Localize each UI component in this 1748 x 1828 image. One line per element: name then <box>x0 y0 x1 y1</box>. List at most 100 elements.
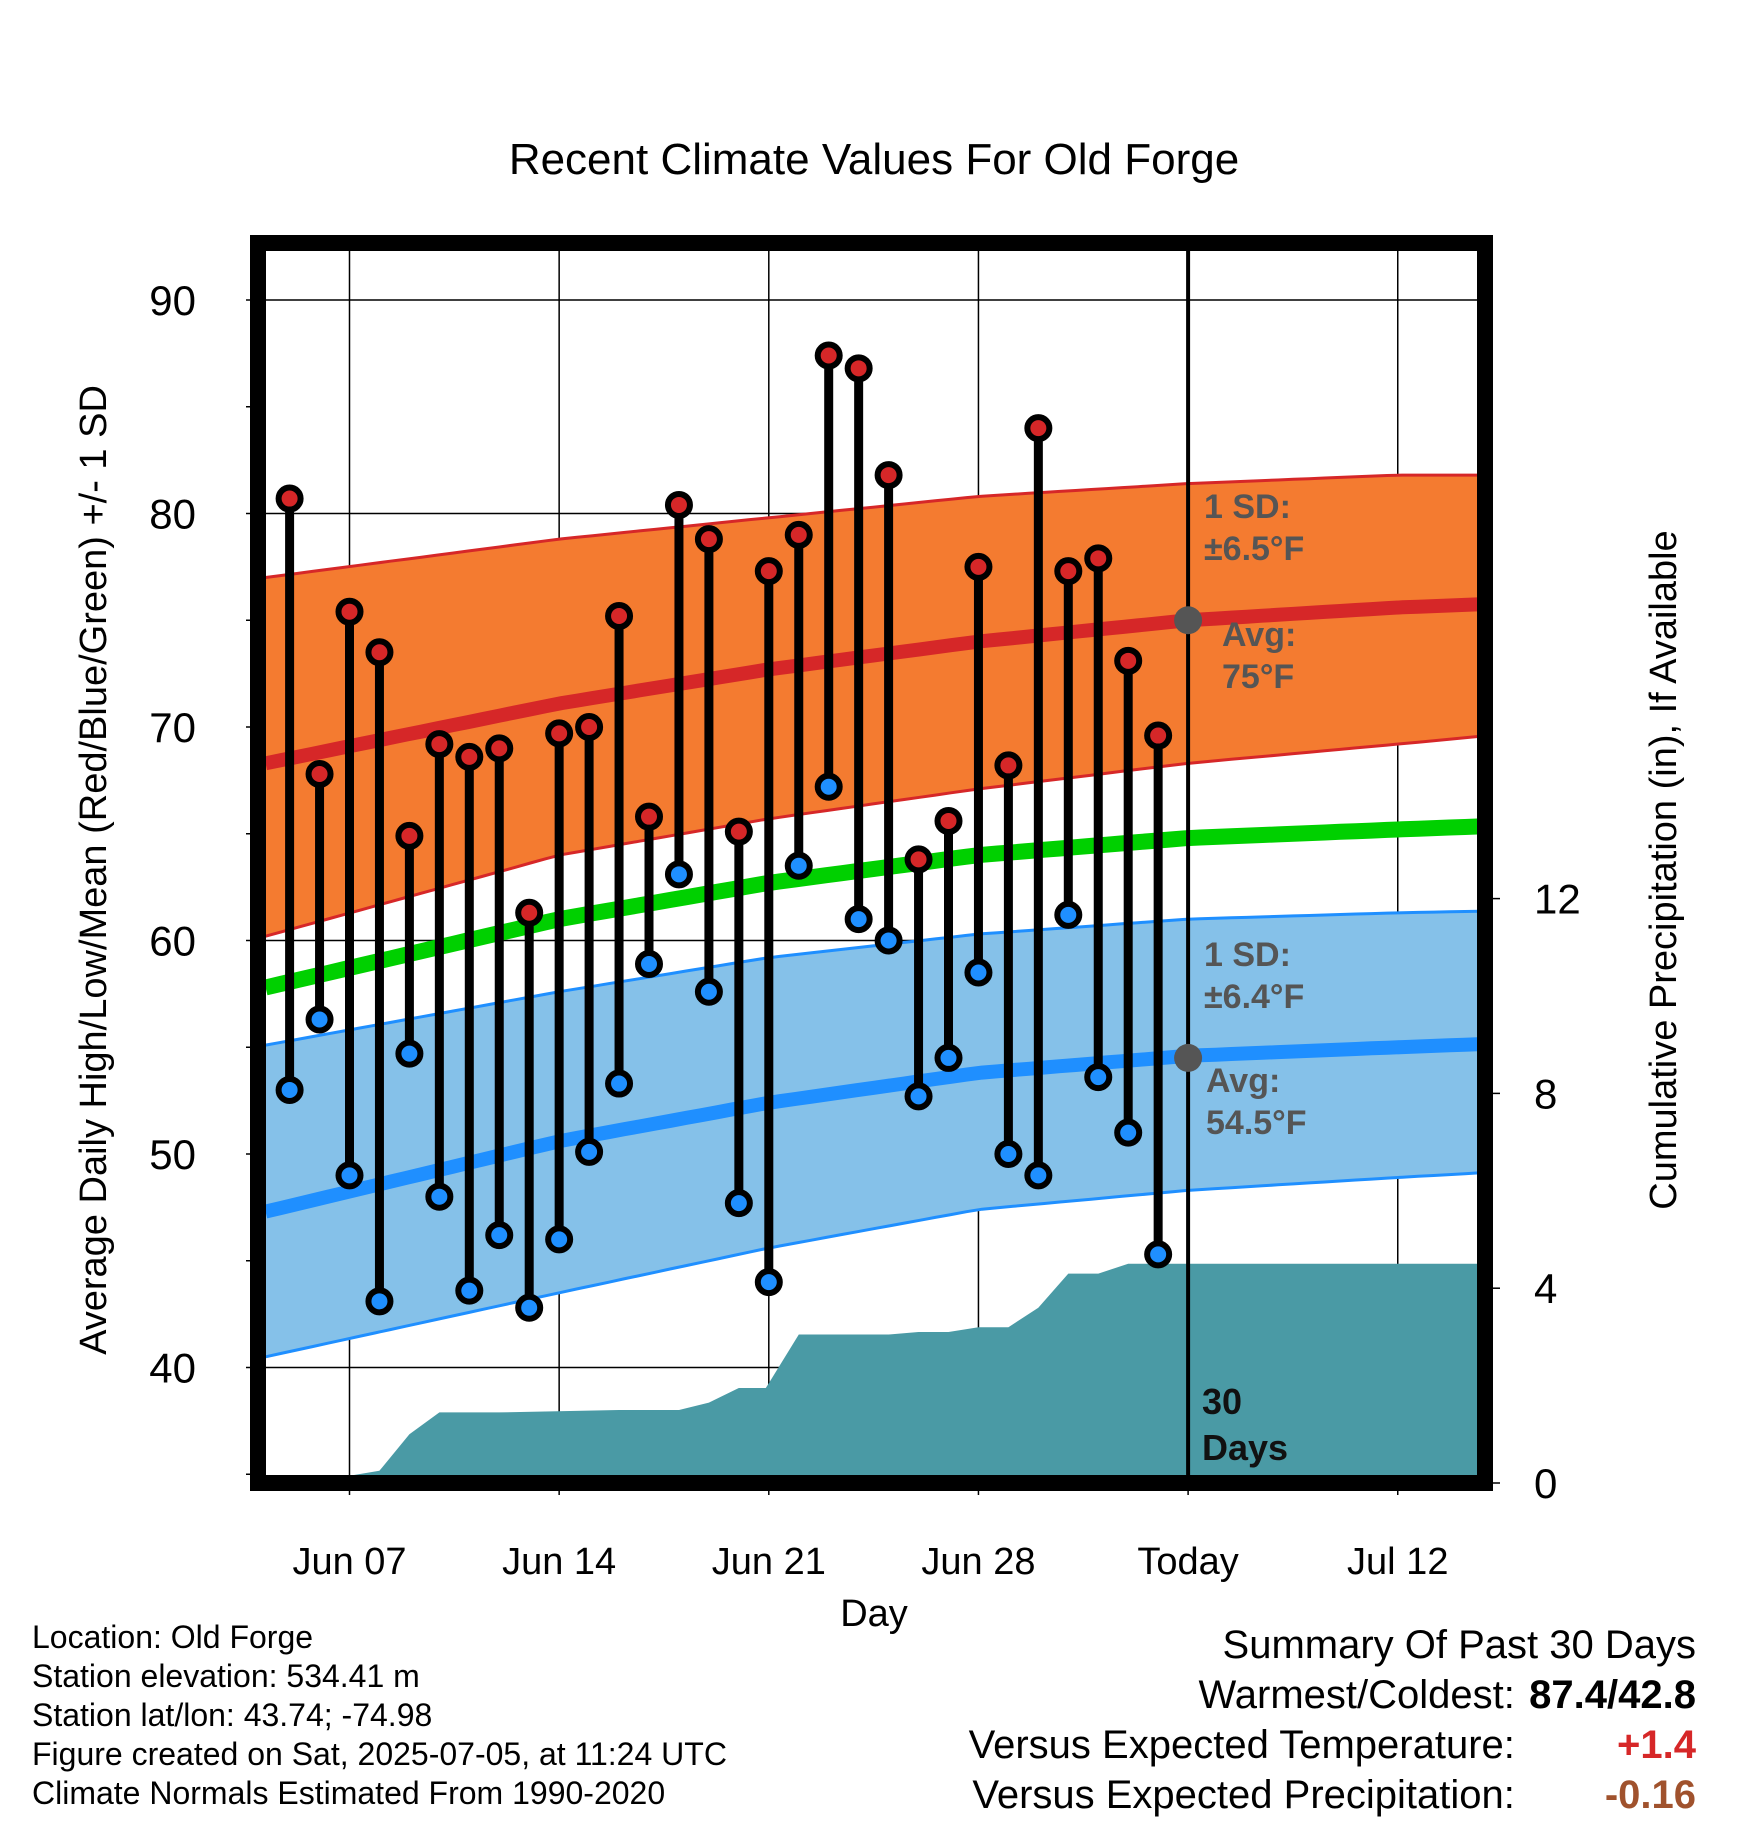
daily-low-point <box>874 926 903 955</box>
daily-high-point <box>874 461 903 490</box>
daily-high-point <box>664 490 693 519</box>
summary-heading: Summary Of Past 30 Days <box>1222 1623 1696 1667</box>
daily-low-point <box>694 977 723 1006</box>
daily-low-point <box>814 772 843 801</box>
daily-high-point <box>814 341 843 370</box>
daily-high-point <box>635 802 663 831</box>
daily-low-point <box>784 851 813 880</box>
x-axis-label: Day <box>840 1593 908 1635</box>
daily-low-point <box>1144 1240 1173 1269</box>
y-tick-label: 70 <box>149 704 196 751</box>
daily-low-point <box>904 1082 933 1111</box>
low-sd-value: ±6.4°F <box>1204 978 1304 1016</box>
daily-low-point <box>934 1043 963 1072</box>
daily-low-point <box>1054 900 1083 929</box>
daily-high-point <box>305 759 334 788</box>
precip-label: Versus Expected Precipitation: <box>972 1773 1515 1817</box>
y-tick-label: 50 <box>149 1131 196 1178</box>
x-tick-label: Today <box>1137 1541 1238 1583</box>
daily-low-point <box>575 1137 604 1166</box>
low-average-marker <box>1174 1043 1203 1072</box>
temp-value: +1.4 <box>1617 1723 1696 1767</box>
temp-label: Versus Expected Temperature: <box>968 1723 1515 1767</box>
daily-high-point <box>575 713 604 741</box>
daily-high-point <box>1144 721 1173 750</box>
x-tick-label: Jun 21 <box>712 1541 826 1583</box>
plot-frame <box>250 235 1493 1491</box>
daily-high-point <box>724 817 753 846</box>
low-lower-edge <box>265 1171 1485 1359</box>
high-sd-label: 1 SD: <box>1204 488 1291 526</box>
low-sd-label: 1 SD: <box>1204 936 1291 974</box>
daily-high-point <box>994 751 1023 780</box>
daily-high-point <box>545 719 574 748</box>
daily-high-point <box>1114 646 1143 675</box>
x-tick-label: Jul 12 <box>1347 1541 1448 1583</box>
daily-high-point <box>515 898 544 927</box>
daily-low-point <box>425 1182 454 1211</box>
daily-low-point <box>754 1268 783 1297</box>
warm-cold-value: 87.4/42.8 <box>1529 1673 1696 1717</box>
daily-high-point <box>1084 544 1113 573</box>
high-avg-value: 75°F <box>1222 658 1294 696</box>
today-days-word: Days <box>1202 1427 1288 1468</box>
daily-high-point <box>1024 414 1053 443</box>
daily-high-point <box>694 525 723 554</box>
high-sd-value: ±6.5°F <box>1204 530 1304 568</box>
daily-low-point <box>515 1293 544 1322</box>
daily-low-point <box>335 1161 364 1190</box>
summary-panel: Summary Of Past 30 Days Warmest/Coldest:… <box>969 1620 1696 1820</box>
low-avg-label: Avg: <box>1206 1062 1280 1100</box>
warm-cold-label: Warmest/Coldest: <box>1198 1673 1515 1717</box>
plot-inner <box>258 243 1485 1483</box>
daily-high-point <box>784 520 813 549</box>
y2-axis-label: Cumulative Precipitation (in), If Availa… <box>1643 530 1685 1209</box>
high-sd-band <box>265 475 1485 937</box>
y2-tick-label: 4 <box>1534 1265 1557 1312</box>
elevation-text: Station elevation: 534.41 m <box>32 1658 420 1694</box>
daily-high-point <box>425 730 454 759</box>
daily-high-point <box>275 484 304 513</box>
daily-low-point <box>724 1189 753 1218</box>
daily-high-point <box>335 597 364 626</box>
precipitation-area <box>265 1263 1485 1483</box>
low-avg-value: 54.5°F <box>1206 1104 1307 1142</box>
daily-low-point <box>455 1276 484 1305</box>
chart-title: Recent Climate Values For Old Forge <box>509 135 1239 184</box>
y-tick-label: 90 <box>149 277 196 324</box>
daily-high-point <box>1054 557 1083 586</box>
daily-high-point <box>365 638 394 667</box>
daily-low-point <box>664 860 693 889</box>
daily-low-point <box>395 1039 424 1068</box>
y2-tick-label: 12 <box>1534 876 1581 923</box>
daily-low-point <box>485 1221 514 1250</box>
plot-area: 1 SD: ±6.5°F Avg: 75°F 1 SD: ±6.4°F Avg: 54.5°F… <box>149 235 1581 1583</box>
daily-low-point <box>844 905 873 934</box>
daily-low-point <box>964 958 993 987</box>
daily-high-point <box>455 742 484 771</box>
daily-low-point <box>365 1287 394 1316</box>
daily-low-point <box>635 949 663 978</box>
daily-low-point <box>305 1005 334 1034</box>
high-avg-label: Avg: <box>1222 616 1296 654</box>
daily-high-point <box>754 557 783 586</box>
daily-high-point <box>605 601 634 630</box>
y-tick-label: 60 <box>149 918 196 965</box>
daily-low-point <box>605 1069 634 1098</box>
daily-low-point <box>545 1225 574 1254</box>
warm-cold-row: Warmest/Coldest: 87.4/42.8 <box>969 1670 1697 1720</box>
daily-high-point <box>395 821 424 850</box>
precip-value: -0.16 <box>1604 1773 1696 1817</box>
daily-low-point <box>1114 1118 1143 1147</box>
y-tick-label: 80 <box>149 491 196 538</box>
location-text: Location: Old Forge <box>32 1619 314 1655</box>
y-axis-label: Average Daily High/Low/Mean (Red/Blue/Gr… <box>73 385 115 1355</box>
created-text: Figure created on Sat, 2025-07-05, at 11… <box>32 1736 727 1772</box>
daily-high-point <box>904 845 933 874</box>
y2-tick-label: 0 <box>1534 1460 1557 1507</box>
latlon-text: Station lat/lon: 43.74; -74.98 <box>32 1697 433 1733</box>
daily-high-point <box>485 734 514 763</box>
daily-high-point <box>934 806 963 835</box>
y2-tick-label: 8 <box>1534 1070 1557 1117</box>
